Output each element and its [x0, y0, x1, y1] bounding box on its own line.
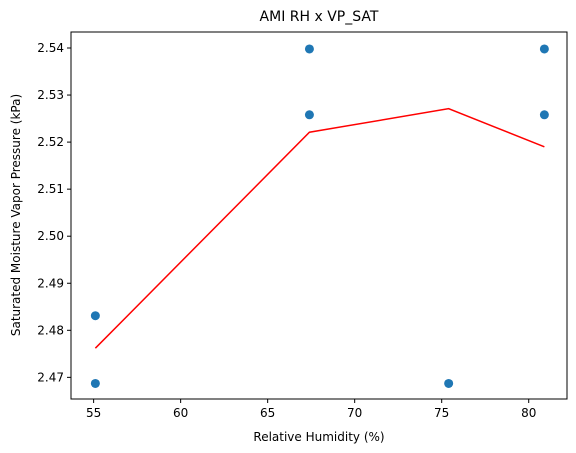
- scatter-point: [539, 110, 549, 120]
- y-tick-label: 2.48: [37, 323, 64, 337]
- y-axis-ticks: 2.47 2.48 2.49 2.50 2.51 2.52 2.53 2.54: [37, 41, 71, 384]
- y-tick-label: 2.47: [37, 370, 64, 384]
- scatter-point: [444, 378, 454, 388]
- series-layer: [90, 44, 549, 388]
- y-axis-label: Saturated Moisture Vapor Pressure (kPa): [9, 94, 23, 336]
- y-tick-label: 2.54: [37, 41, 64, 55]
- scatter-point: [90, 378, 100, 388]
- y-tick-label: 2.51: [37, 182, 64, 196]
- scatter-point: [304, 44, 314, 54]
- y-tick-label: 2.53: [37, 88, 64, 102]
- x-tick-label: 80: [521, 406, 536, 420]
- x-axis-label: Relative Humidity (%): [253, 430, 384, 444]
- x-axis-ticks: 55 60 65 70 75 80: [86, 399, 536, 420]
- y-tick-label: 2.52: [37, 135, 64, 149]
- y-tick-label: 2.50: [37, 229, 64, 243]
- x-tick-label: 70: [347, 406, 362, 420]
- x-tick-label: 65: [260, 406, 275, 420]
- fit-line: [94, 107, 545, 349]
- scatter-point: [539, 44, 549, 54]
- y-tick-label: 2.49: [37, 276, 64, 290]
- x-tick-label: 55: [86, 406, 101, 420]
- chart-title: AMI RH x VP_SAT: [260, 9, 379, 25]
- x-tick-label: 60: [173, 406, 188, 420]
- scatter-point: [304, 110, 314, 120]
- x-tick-label: 75: [434, 406, 449, 420]
- plot-frame: [70, 31, 568, 400]
- scatter-point: [90, 311, 100, 321]
